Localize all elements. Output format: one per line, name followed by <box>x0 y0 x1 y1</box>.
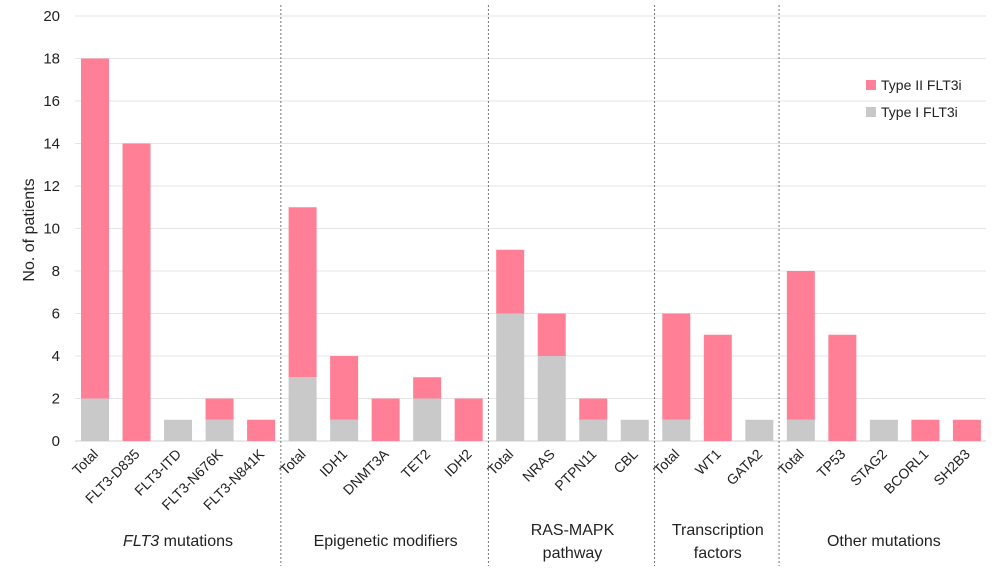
bar-type-ii-flt3i <box>288 207 317 378</box>
bar-type-i-flt3i <box>579 419 608 441</box>
group-dividers <box>280 5 780 566</box>
x-tick-label: WT1 <box>692 446 724 478</box>
group-label: factors <box>694 545 742 562</box>
bar-type-ii-flt3i <box>703 334 732 441</box>
bar-type-i-flt3i <box>496 313 525 441</box>
x-tick-label: SH2B3 <box>930 446 973 489</box>
legend-label: Type II FLT3i <box>881 77 962 93</box>
y-axis-label: No. of patients <box>21 178 38 281</box>
x-tick-label: Total <box>69 446 101 478</box>
bar-type-ii-flt3i <box>247 419 276 441</box>
bar-type-i-flt3i <box>620 419 649 441</box>
x-tick-label: PTPN11 <box>551 446 599 494</box>
x-axis-labels: TotalFLT3-D835FLT3-ITDFLT3-N676KFLT3-N84… <box>69 445 973 513</box>
bar-type-ii-flt3i <box>371 398 400 441</box>
bar-type-i-flt3i <box>537 356 566 441</box>
bar-type-i-flt3i <box>869 419 898 441</box>
bar-type-i-flt3i <box>330 419 359 441</box>
x-tick-label: TP53 <box>814 446 849 481</box>
bar-type-ii-flt3i <box>330 356 359 420</box>
bar-type-i-flt3i <box>164 419 193 441</box>
y-axis-ticks: 0 2 4 6 8 10 12 14 16 18 20 <box>43 8 60 450</box>
bar-type-ii-flt3i <box>911 419 940 441</box>
bar-type-i-flt3i <box>413 398 442 441</box>
x-tick-label: GATA2 <box>723 446 765 488</box>
y-tick-label: 4 <box>52 348 60 365</box>
group-label: Other mutations <box>827 533 941 550</box>
bar-type-i-flt3i <box>288 377 317 441</box>
bar-type-ii-flt3i <box>122 143 151 441</box>
y-tick-label: 20 <box>43 8 60 25</box>
x-tick-label: TET2 <box>398 446 434 482</box>
group-label: FLT3 mutations <box>123 533 233 550</box>
legend: Type II FLT3i Type I FLT3i <box>866 77 962 120</box>
bars <box>81 58 981 441</box>
y-tick-label: 6 <box>52 306 60 323</box>
y-tick-label: 16 <box>43 93 60 110</box>
x-tick-label: BCORL1 <box>881 446 932 497</box>
bar-type-ii-flt3i <box>205 398 234 420</box>
bar-type-i-flt3i <box>786 419 815 441</box>
bar-type-i-flt3i <box>662 419 691 441</box>
bar-type-i-flt3i <box>745 419 774 441</box>
bar-type-ii-flt3i <box>786 271 815 420</box>
group-labels: FLT3 mutations Epigenetic modifiers RAS-MA… <box>123 522 941 562</box>
y-tick-label: 18 <box>43 51 60 68</box>
y-tick-label: 8 <box>52 263 60 280</box>
group-label: Epigenetic modifiers <box>314 533 458 550</box>
x-tick-label: CBL <box>610 446 641 477</box>
bar-type-ii-flt3i <box>81 58 109 399</box>
y-tick-label: 14 <box>43 136 60 153</box>
group-label: RAS-MAPK <box>531 522 615 539</box>
y-tick-label: 0 <box>52 433 60 450</box>
bar-type-i-flt3i <box>81 398 109 441</box>
bar-type-ii-flt3i <box>413 377 442 399</box>
group-label: Transcription <box>672 522 764 539</box>
legend-label: Type I FLT3i <box>881 104 958 120</box>
bar-type-ii-flt3i <box>454 398 483 441</box>
x-tick-label: IDH2 <box>441 446 475 480</box>
x-tick-label: NRAS <box>519 446 558 485</box>
legend-swatch <box>866 80 876 90</box>
bar-type-ii-flt3i <box>579 398 608 420</box>
bar-type-ii-flt3i <box>496 249 525 314</box>
y-tick-label: 2 <box>52 391 60 408</box>
y-tick-label: 12 <box>43 178 60 195</box>
group-label: pathway <box>543 545 603 562</box>
x-tick-label: IDH1 <box>316 446 350 480</box>
bar-type-i-flt3i <box>205 419 234 441</box>
bar-type-ii-flt3i <box>662 313 691 420</box>
x-tick-label: DNMT3A <box>340 445 392 497</box>
bar-type-ii-flt3i <box>952 419 981 441</box>
y-tick-label: 10 <box>43 221 60 238</box>
bar-type-ii-flt3i <box>828 334 857 441</box>
bar-type-ii-flt3i <box>537 313 566 356</box>
legend-swatch <box>866 107 876 117</box>
